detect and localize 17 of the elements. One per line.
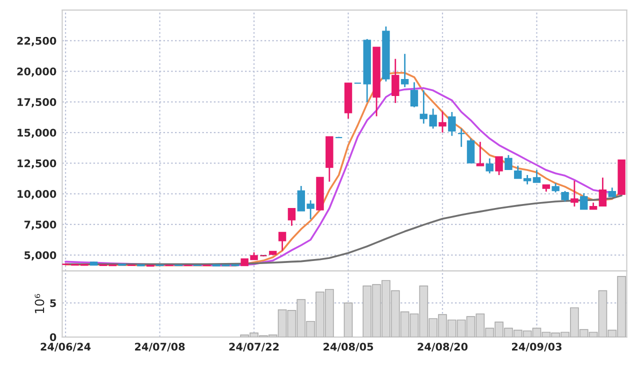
- x-tick-label: 24/06/24: [40, 342, 91, 352]
- y-tick-label: 20,000: [17, 68, 56, 77]
- y-tick-label: 0: [50, 333, 56, 342]
- y-tick-label: 5: [50, 299, 56, 308]
- x-tick-label: 24/08/20: [418, 342, 468, 352]
- x-tick-label: 24/07/22: [229, 342, 279, 352]
- y-tick-label: 22,500: [17, 36, 56, 46]
- y-tick-label: 5,000: [24, 251, 56, 260]
- y-axis-title: 10⁶: [34, 294, 44, 314]
- x-tick-label: 24/07/08: [135, 342, 185, 352]
- y-tick-label: 12,500: [18, 159, 56, 169]
- x-tick-label: 24/09/03: [512, 342, 562, 352]
- y-tick-label: 10,000: [18, 190, 56, 200]
- x-tick-label: 24/08/05: [324, 342, 374, 352]
- y-tick-label: 7,500: [24, 220, 56, 230]
- y-tick-label: 15,000: [18, 128, 56, 138]
- y-tick-label: 17,500: [18, 98, 56, 108]
